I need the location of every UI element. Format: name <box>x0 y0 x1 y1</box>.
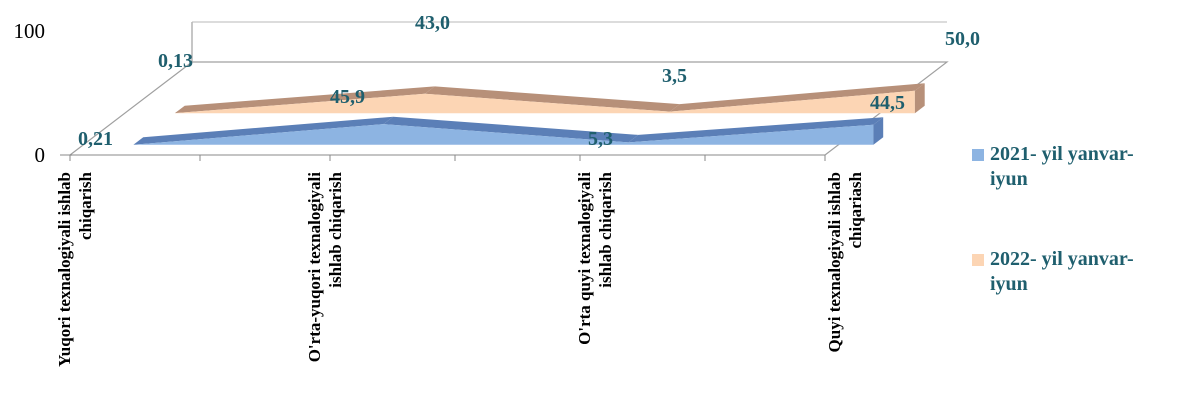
y-tick-label: 100 <box>14 19 46 43</box>
data-label: 0,21 <box>78 128 113 150</box>
series-2-top-segment <box>424 86 680 112</box>
category-label: Yuqori texnalogiyali ishlab chiqarish <box>55 171 95 366</box>
floor-outline <box>69 61 949 156</box>
data-label: 44,5 <box>870 92 905 114</box>
series-2-end-cap <box>914 83 925 114</box>
data-label: 45,9 <box>330 86 365 108</box>
series-1-end-cap <box>873 117 884 145</box>
legend-entry: 2021- yil yanvar-iyun <box>990 143 1134 190</box>
legend-entry: 2022- yil yanvar-iyun <box>990 248 1134 295</box>
series-2-top-segment <box>669 83 925 112</box>
series-1-top-segment <box>628 117 884 143</box>
category-label: O'rta-yuqori texnalogiyali ishlab chiqari… <box>305 171 345 362</box>
data-label: 0,13 <box>158 50 193 72</box>
data-label: 50,0 <box>945 28 980 50</box>
data-label: 5,3 <box>588 128 613 150</box>
category-label: O'rta quyi texnalogiyali ishlab chiqarish <box>575 171 615 344</box>
axes: 0 100 <box>14 19 949 167</box>
series-1-front-face <box>133 124 874 145</box>
series-2-area <box>174 83 925 114</box>
series-1-top-segment <box>133 116 394 145</box>
category-label: Quyi texnalogiyali ishlab chiqariash <box>825 171 865 352</box>
series-1-top-segment <box>383 116 639 143</box>
series-1-area <box>133 116 884 145</box>
legend-swatch <box>972 149 984 161</box>
series-2-front-face <box>174 90 915 114</box>
data-label: 3,5 <box>662 65 687 87</box>
legend: 2021- yil yanvar-iyun 2022- yil yanvar-iy… <box>972 143 1134 295</box>
y-tick-label: 0 <box>35 143 46 167</box>
data-label: 43,0 <box>415 12 450 34</box>
legend-swatch <box>972 254 984 266</box>
series-2-top-segment <box>174 86 435 114</box>
